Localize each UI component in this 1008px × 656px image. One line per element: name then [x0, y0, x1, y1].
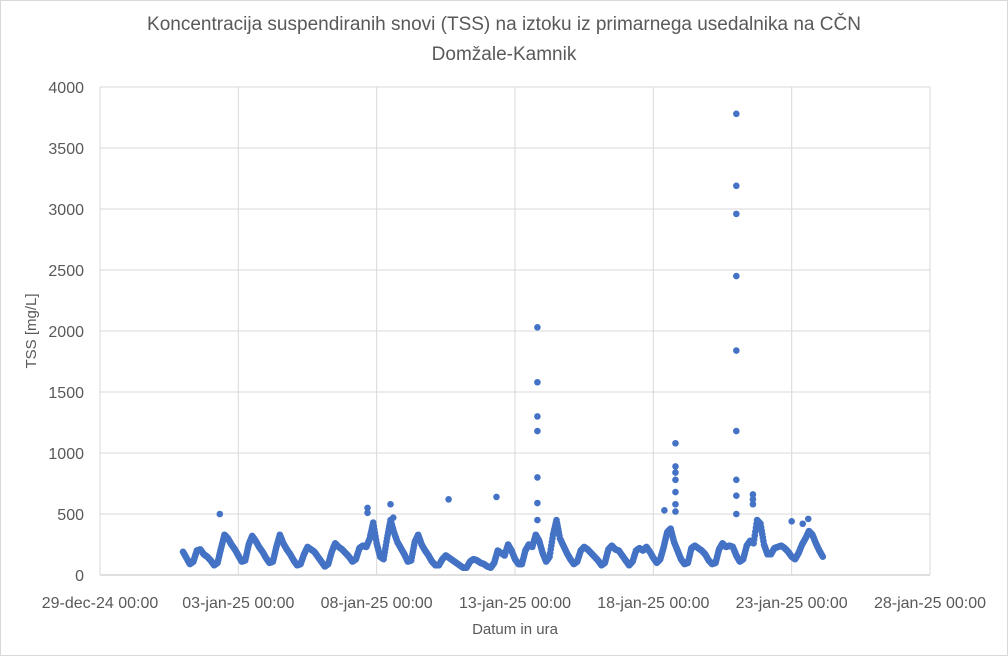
x-tick-label: 28-jan-25 00:00 — [874, 595, 986, 612]
data-point-outlier — [493, 493, 500, 501]
y-tick-label: 4000 — [48, 80, 84, 97]
data-point-outlier — [788, 518, 795, 525]
x-tick-label: 23-jan-25 00:00 — [736, 595, 848, 612]
data-point-outlier — [733, 347, 740, 354]
data-point-outlier — [672, 508, 679, 515]
y-tick-label: 2000 — [48, 324, 84, 341]
data-point-outlier — [661, 507, 668, 514]
data-point-outlier — [387, 500, 394, 508]
y-tick-label: 2500 — [48, 263, 84, 280]
y-tick-label: 0 — [75, 568, 84, 585]
chart-title: Koncentracija suspendiranih snovi (TSS) … — [147, 14, 861, 35]
data-point-outlier — [534, 413, 541, 420]
data-point-outlier — [672, 488, 679, 496]
data-point-outlier — [733, 110, 740, 118]
data-point-outlier — [534, 324, 541, 331]
data-point-outlier — [534, 378, 541, 386]
data-point-outlier — [534, 427, 541, 435]
x-tick-label: 03-jan-25 00:00 — [182, 595, 294, 612]
data-point-outlier — [799, 520, 807, 528]
data-point-outlier — [804, 515, 812, 523]
data-point-outlier — [733, 272, 740, 280]
data-point-outlier — [733, 210, 740, 218]
data-point-outlier — [534, 499, 541, 507]
data-point-outlier — [733, 182, 740, 190]
gridlines — [99, 86, 931, 576]
data-point-outlier — [534, 474, 541, 481]
data-point-outlier — [364, 509, 371, 517]
data-point-outlier — [364, 504, 371, 512]
data-point-outlier — [672, 463, 679, 470]
y-tick-label: 500 — [57, 507, 84, 524]
data-point-outlier — [749, 500, 757, 508]
data-point-outlier — [733, 476, 740, 484]
y-tick-label: 1000 — [48, 446, 84, 463]
y-tick-label: 3000 — [48, 202, 84, 219]
data-point — [819, 553, 827, 560]
data-point-outlier — [749, 496, 757, 503]
data-point-outlier — [445, 496, 452, 503]
data-point-outlier — [733, 492, 740, 500]
data-point-outlier — [534, 516, 541, 524]
y-tick-label: 1500 — [48, 385, 84, 402]
data-point-outlier — [749, 491, 757, 498]
x-tick-label: 29-dec-24 00:00 — [42, 595, 159, 612]
x-tick-label: 08-jan-25 00:00 — [321, 595, 433, 612]
data-point-outlier — [733, 427, 740, 435]
x-tick-label: 13-jan-25 00:00 — [459, 595, 571, 612]
data-points — [179, 110, 827, 571]
data-point-outlier — [672, 476, 679, 484]
x-axis-label: Datum in ura — [472, 621, 559, 638]
data-point-outlier — [389, 514, 397, 521]
data-point-outlier — [216, 510, 224, 518]
y-tick-label: 3500 — [48, 141, 84, 158]
data-point-outlier — [672, 469, 679, 476]
y-axis-label: TSS [mg/L] — [23, 293, 40, 368]
data-point-outlier — [672, 500, 679, 508]
data-point-outlier — [733, 510, 740, 518]
data-point-outlier — [672, 439, 679, 447]
chart-title-line2: Domžale-Kamnik — [431, 44, 577, 65]
x-tick-label: 18-jan-25 00:00 — [597, 595, 709, 612]
x-tick-labels: 29-dec-24 00:00 03-jan-25 00:00 08-jan-25 … — [42, 595, 986, 612]
y-tick-labels: 0 500 1000 1500 2000 2500 3000 3500 4000 — [48, 80, 84, 585]
